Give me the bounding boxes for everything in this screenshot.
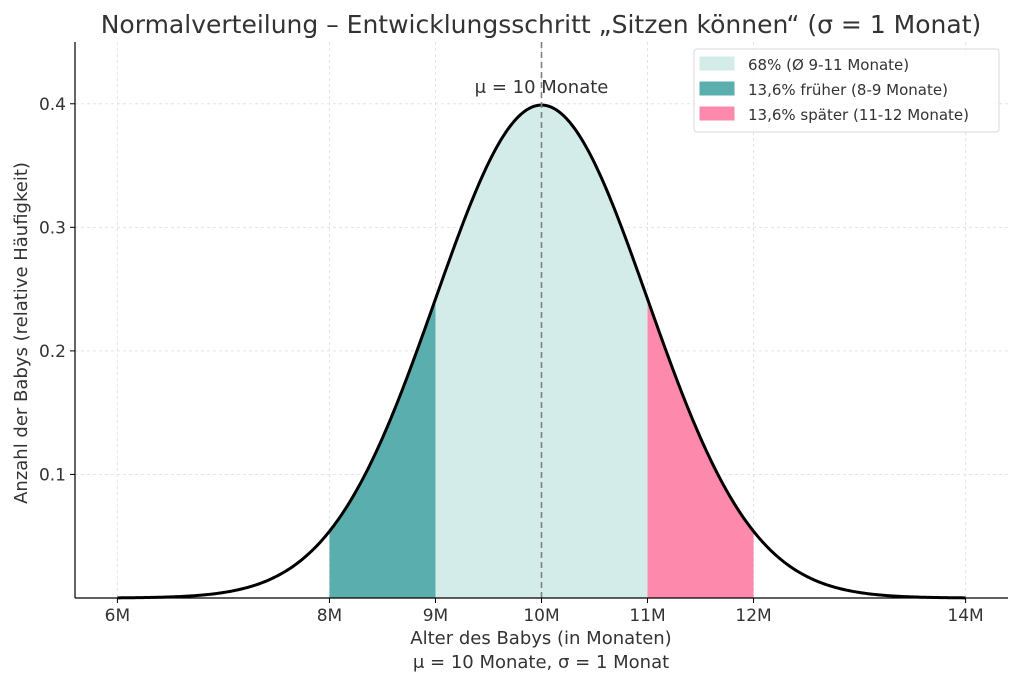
- legend-swatch-68: [699, 56, 735, 71]
- mean-annotation: μ = 10 Monate: [475, 77, 609, 98]
- legend-label-spaeter: 13,6% später (11-12 Monate): [748, 106, 969, 124]
- y-tick-label: 0.1: [39, 465, 66, 485]
- region-68-percent: [435, 105, 648, 598]
- x-ticks: 6M 8M 9M 10M 11M 12M 14M: [105, 598, 984, 626]
- y-ticks: 0.1 0.2 0.3 0.4: [39, 95, 75, 485]
- x-tick-label: 14M: [947, 606, 983, 626]
- x-tick-label: 9M: [423, 606, 448, 626]
- shaded-regions: [329, 105, 754, 598]
- legend-label-68: 68% (Ø 9-11 Monate): [748, 56, 909, 74]
- legend-frame: [693, 48, 1000, 133]
- y-tick-label: 0.4: [39, 95, 66, 115]
- mean-layer: μ = 10 Monate: [475, 42, 609, 598]
- legend-swatch-spaeter: [699, 106, 735, 121]
- y-axis-label: Anzahl der Babys (relative Häufigkeit): [11, 162, 32, 504]
- chart-title: Normalverteilung – Entwicklungsschritt „…: [101, 10, 982, 39]
- x-axis-label: Alter des Babys (in Monaten): [410, 628, 671, 649]
- legend-swatch-frueher: [699, 81, 735, 96]
- x-tick-label: 11M: [629, 606, 665, 626]
- x-tick-label: 6M: [105, 606, 130, 626]
- legend: 68% (Ø 9-11 Monate) 13,6% früher (8-9 Mo…: [693, 48, 1000, 133]
- x-tick-label: 10M: [523, 606, 559, 626]
- y-tick-label: 0.3: [39, 218, 66, 238]
- x-axis-sublabel: μ = 10 Monate, σ = 1 Monat: [413, 652, 669, 673]
- y-tick-label: 0.2: [39, 342, 66, 362]
- x-tick-label: 8M: [317, 606, 342, 626]
- legend-label-frueher: 13,6% früher (8-9 Monate): [748, 81, 948, 99]
- x-tick-label: 12M: [735, 606, 771, 626]
